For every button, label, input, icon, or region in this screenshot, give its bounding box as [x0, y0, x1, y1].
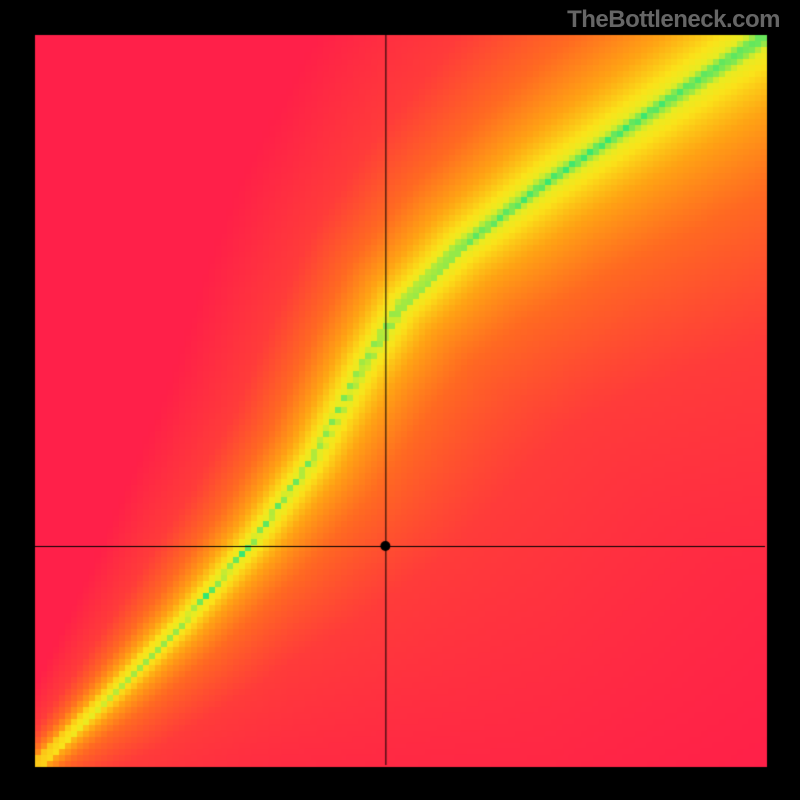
- heatmap-canvas: [0, 0, 800, 800]
- root: TheBottleneck.com: [0, 0, 800, 800]
- watermark-text: TheBottleneck.com: [567, 6, 780, 34]
